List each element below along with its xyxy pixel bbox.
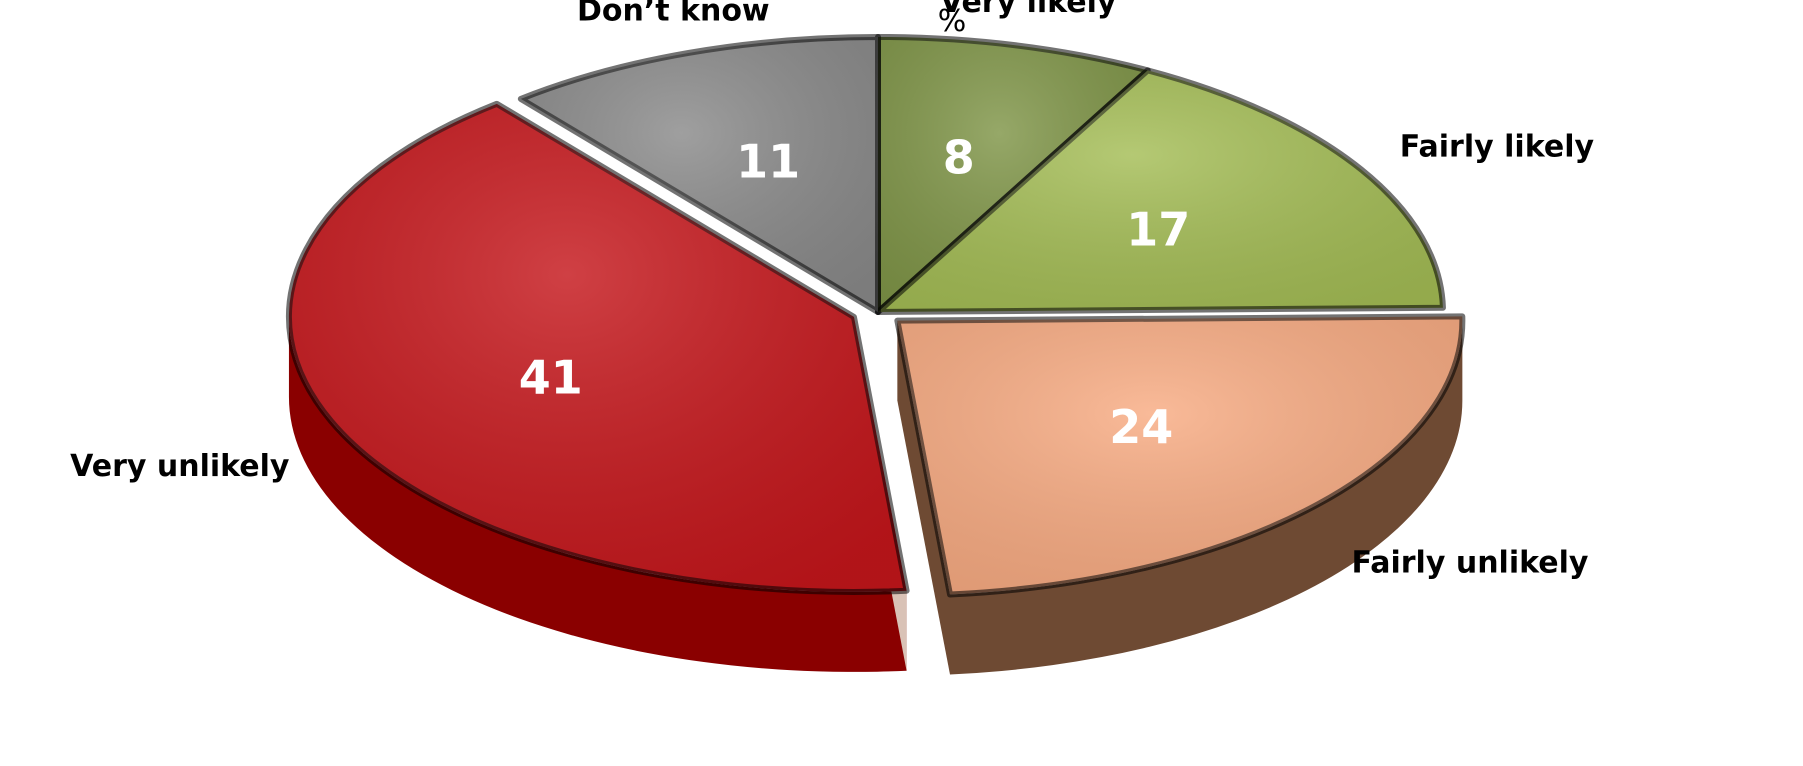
pie-labels: 8 17 24 41 11 Very likely Fairly likely Fairly … xyxy=(70,0,1594,580)
unit-label: % xyxy=(938,4,967,39)
value-label-very-likely: 8 xyxy=(943,130,975,184)
category-label-very-likely: Very likely xyxy=(940,0,1117,20)
slice-cut-fairly-unlikely xyxy=(897,320,951,675)
value-label-very-unlikely: 41 xyxy=(519,350,583,404)
value-label-fairly-unlikely: 24 xyxy=(1109,400,1173,454)
value-label-fairly-likely: 17 xyxy=(1126,202,1190,256)
category-label-very-unlikely: Very unlikely xyxy=(70,449,290,484)
slice-side-fairly-unlikely xyxy=(950,320,1463,675)
value-label-don-t-know: 11 xyxy=(736,135,800,189)
category-label-fairly-unlikely: Fairly unlikely xyxy=(1352,545,1589,580)
slice-shade-very-likely xyxy=(878,37,1148,312)
slice-side-very-unlikely xyxy=(288,316,907,672)
slice-shade-fairly-likely xyxy=(878,70,1443,312)
pie-slices xyxy=(285,34,1466,675)
slice-shade-fairly-unlikely xyxy=(897,316,1463,595)
slice-shade-very-unlikely xyxy=(288,103,907,592)
slice-shade-don-t-know xyxy=(520,36,878,312)
category-label-don-t-know: Don’t know xyxy=(577,0,770,29)
category-label-fairly-likely: Fairly likely xyxy=(1400,129,1595,164)
